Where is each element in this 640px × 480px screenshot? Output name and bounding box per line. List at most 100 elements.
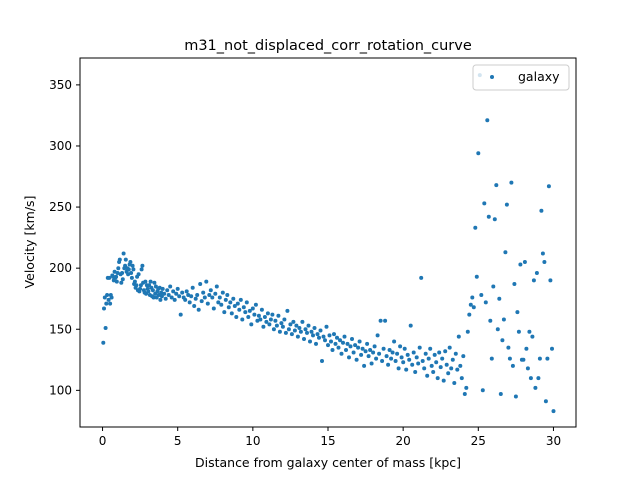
data-point	[377, 351, 382, 356]
data-point	[332, 332, 336, 337]
data-point	[157, 285, 162, 290]
data-point	[298, 329, 303, 334]
data-point	[416, 361, 421, 366]
data-point	[101, 340, 106, 345]
data-point	[497, 296, 502, 301]
data-point	[131, 267, 136, 272]
data-point	[395, 351, 400, 356]
data-point	[258, 317, 263, 322]
data-point	[279, 321, 284, 326]
data-point	[106, 297, 111, 302]
data-point	[329, 339, 333, 344]
data-point	[210, 295, 215, 300]
data-point	[308, 339, 312, 344]
data-point	[527, 329, 532, 334]
data-point	[252, 312, 257, 317]
data-point	[190, 285, 195, 290]
data-point	[159, 290, 164, 295]
data-point	[398, 344, 403, 349]
data-point	[443, 349, 448, 354]
data-point	[483, 300, 488, 305]
x-tick-label: 25	[471, 434, 486, 448]
data-point	[282, 317, 287, 322]
data-point	[515, 310, 520, 315]
data-point	[507, 356, 512, 361]
data-point	[503, 250, 508, 255]
data-point	[222, 310, 227, 315]
data-point	[273, 318, 278, 323]
data-point	[289, 332, 294, 337]
data-point	[204, 279, 209, 284]
data-point	[208, 288, 213, 293]
data-point	[542, 260, 547, 264]
data-point	[336, 345, 341, 350]
data-point	[202, 295, 207, 300]
data-point	[387, 348, 392, 352]
data-point	[423, 351, 428, 356]
data-point	[420, 359, 425, 363]
data-point	[372, 344, 377, 349]
data-point	[174, 291, 179, 296]
data-point	[126, 267, 131, 272]
data-point	[525, 366, 530, 371]
data-point	[268, 317, 273, 322]
data-point	[186, 293, 191, 297]
data-point	[274, 323, 279, 328]
data-point	[359, 352, 364, 357]
data-point	[540, 251, 545, 256]
data-point	[434, 360, 439, 365]
y-tick-label: 300	[49, 139, 72, 153]
data-point	[411, 350, 416, 355]
data-point	[465, 329, 470, 334]
data-point	[470, 295, 475, 300]
data-point	[201, 290, 206, 295]
data-point	[371, 350, 376, 355]
data-point	[539, 208, 544, 213]
data-point	[530, 334, 535, 339]
data-point	[393, 359, 398, 363]
data-point	[354, 357, 359, 362]
data-point	[458, 363, 463, 368]
data-point	[363, 349, 368, 354]
data-point	[103, 326, 108, 330]
data-point	[256, 313, 261, 318]
data-point	[140, 263, 145, 268]
data-point	[374, 356, 379, 361]
data-point	[183, 297, 188, 302]
data-point	[129, 271, 134, 275]
data-point	[453, 351, 458, 356]
data-point	[192, 304, 197, 308]
data-point	[486, 214, 491, 219]
data-point	[231, 296, 236, 301]
data-point	[138, 286, 143, 291]
data-point	[280, 324, 285, 329]
data-point	[189, 294, 194, 299]
data-point	[271, 327, 276, 332]
data-point	[119, 280, 124, 285]
data-point	[498, 392, 503, 396]
data-point	[455, 367, 460, 372]
data-point	[485, 118, 490, 123]
data-point	[264, 319, 269, 324]
data-point	[516, 329, 521, 334]
data-point	[311, 333, 315, 338]
data-point	[474, 274, 479, 279]
data-point	[360, 346, 365, 351]
data-point	[172, 297, 177, 302]
data-point	[543, 399, 548, 404]
data-point	[150, 288, 155, 293]
data-point	[158, 297, 163, 302]
data-point	[356, 345, 361, 350]
legend: galaxy	[472, 64, 570, 91]
data-point	[309, 329, 314, 334]
data-point	[521, 357, 526, 362]
x-tick-label: 30	[546, 434, 561, 448]
data-point	[501, 317, 506, 322]
data-point	[207, 293, 212, 297]
x-axis-label: Distance from galaxy center of mass [kpc…	[195, 455, 461, 470]
data-point	[459, 376, 464, 381]
data-point	[462, 392, 467, 396]
data-point	[112, 269, 117, 274]
data-point	[531, 278, 536, 283]
